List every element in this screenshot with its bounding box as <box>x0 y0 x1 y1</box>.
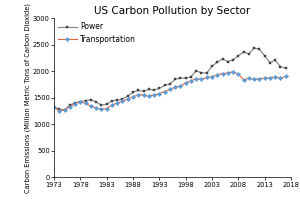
Power <box>89 99 93 101</box>
Power <box>121 98 124 100</box>
Line: Transportation: Transportation <box>52 70 287 112</box>
Transportation <box>58 109 61 112</box>
Power <box>84 99 87 102</box>
Power <box>147 88 151 91</box>
Transportation <box>131 96 135 98</box>
Transportation <box>136 93 140 96</box>
Transportation <box>89 105 93 107</box>
Power <box>142 90 145 93</box>
Power <box>242 51 245 53</box>
Transportation <box>73 103 77 105</box>
Power <box>126 95 130 97</box>
Power <box>231 59 235 61</box>
Power <box>173 78 177 81</box>
Transportation <box>231 70 235 73</box>
Transportation <box>236 73 240 75</box>
Transportation <box>68 105 72 108</box>
Transportation <box>121 100 124 102</box>
Transportation <box>268 77 272 79</box>
Power <box>100 104 103 106</box>
Transportation <box>205 76 208 79</box>
Transportation <box>142 94 145 96</box>
Power <box>268 61 272 64</box>
Transportation <box>52 106 56 109</box>
Transportation <box>189 80 193 82</box>
Transportation <box>247 77 251 80</box>
Transportation <box>147 95 151 98</box>
Transportation <box>126 98 130 100</box>
Transportation <box>200 78 203 81</box>
Power <box>284 67 287 69</box>
Power <box>52 106 56 109</box>
Power <box>205 72 208 74</box>
Power <box>279 65 282 68</box>
Power <box>178 77 182 79</box>
Legend: Power, Transportation: Power, Transportation <box>56 21 137 45</box>
Power <box>226 60 230 63</box>
Transportation <box>105 107 109 110</box>
Transportation <box>100 108 103 111</box>
Power <box>263 54 266 57</box>
Transportation <box>94 107 98 109</box>
Transportation <box>252 78 256 81</box>
Power <box>58 108 61 110</box>
Transportation <box>168 88 172 91</box>
Power <box>163 84 166 87</box>
Transportation <box>210 75 214 78</box>
Transportation <box>215 74 219 76</box>
Transportation <box>284 75 287 78</box>
Power <box>200 72 203 74</box>
Power <box>110 100 114 102</box>
Line: Power: Power <box>53 47 287 111</box>
Power <box>247 53 251 55</box>
Power <box>194 70 198 72</box>
Transportation <box>279 77 282 79</box>
Transportation <box>242 79 245 81</box>
Power <box>258 48 261 50</box>
Transportation <box>184 82 188 84</box>
Transportation <box>163 90 166 93</box>
Power <box>105 103 109 105</box>
Transportation <box>110 104 114 106</box>
Transportation <box>173 86 177 88</box>
Power <box>73 101 77 104</box>
Transportation <box>84 102 87 105</box>
Power <box>79 100 82 103</box>
Transportation <box>194 77 198 80</box>
Power <box>158 87 161 90</box>
Transportation <box>79 100 82 103</box>
Power <box>252 47 256 49</box>
Power <box>68 104 72 106</box>
Power <box>236 54 240 57</box>
Power <box>94 101 98 103</box>
Transportation <box>178 85 182 88</box>
Power <box>168 83 172 85</box>
Power <box>116 99 119 102</box>
Power <box>215 61 219 63</box>
Transportation <box>152 93 156 96</box>
Power <box>184 77 188 80</box>
Transportation <box>273 75 277 78</box>
Y-axis label: Carbon Emissions (Million Metric Tons of Carbon Dioxide): Carbon Emissions (Million Metric Tons of… <box>25 3 32 193</box>
Power <box>221 58 224 60</box>
Title: US Carbon Pollution by Sector: US Carbon Pollution by Sector <box>94 6 250 16</box>
Power <box>152 89 156 91</box>
Transportation <box>226 72 230 74</box>
Transportation <box>116 102 119 104</box>
Transportation <box>63 109 66 111</box>
Power <box>210 65 214 68</box>
Power <box>189 75 193 78</box>
Transportation <box>221 72 224 75</box>
Transportation <box>263 77 266 80</box>
Power <box>136 89 140 92</box>
Transportation <box>158 92 161 95</box>
Power <box>273 59 277 61</box>
Transportation <box>258 78 261 80</box>
Power <box>63 109 66 111</box>
Power <box>131 91 135 94</box>
